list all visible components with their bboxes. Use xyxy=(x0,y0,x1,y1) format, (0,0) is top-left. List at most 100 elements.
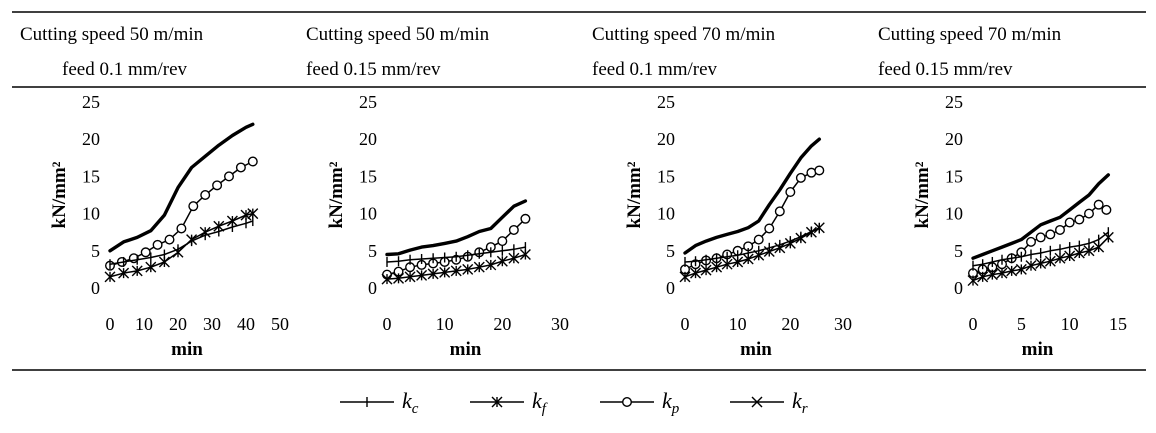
x-tick-label: 50 xyxy=(271,314,289,334)
y-axis-title: kN/mm² xyxy=(326,161,347,228)
data-point-kf xyxy=(145,261,157,273)
data-point-kf xyxy=(753,249,765,261)
panel-header-line2: feed 0.15 mm/rev xyxy=(306,59,441,80)
data-point-kf xyxy=(131,265,143,277)
panel-header-line2: feed 0.1 mm/rev xyxy=(62,59,188,80)
data-point-kp xyxy=(785,187,796,198)
data-point-kf xyxy=(118,267,130,279)
y-tick-label: 15 xyxy=(657,166,675,186)
data-point-kp xyxy=(1064,217,1075,228)
data-point-kp xyxy=(1045,229,1056,240)
panel-header-line2: feed 0.1 mm/rev xyxy=(592,59,718,80)
data-point-kp xyxy=(764,223,775,234)
data-point-kf xyxy=(1083,245,1095,257)
data-point-kf xyxy=(247,208,259,220)
data-point-kp xyxy=(223,171,234,182)
data-point-kp xyxy=(774,206,785,217)
y-tick-label: 20 xyxy=(945,129,963,149)
y-tick-label: 10 xyxy=(82,204,100,224)
x-tick-label: 0 xyxy=(383,314,392,334)
data-point-kf xyxy=(104,271,116,283)
series-line-kr xyxy=(385,199,528,257)
data-point-kf xyxy=(996,267,1008,279)
legend-item-kp: kp xyxy=(600,388,680,417)
data-point-kp xyxy=(520,213,531,224)
legend-label: kc xyxy=(402,388,419,417)
data-point-kp xyxy=(753,234,764,245)
x-axis-title: min xyxy=(171,339,203,360)
data-point-kf xyxy=(732,256,744,268)
x-tick-label: 15 xyxy=(1109,314,1127,334)
data-point-kp xyxy=(497,236,508,247)
data-point-kp xyxy=(1025,236,1036,247)
chart-panel-1: Cutting speed 50 m/min feed 0.1 mm/rev 0 5 1… xyxy=(20,24,289,360)
data-point-kf xyxy=(450,265,462,277)
series-line-kr xyxy=(683,137,821,255)
data-point-kf xyxy=(427,268,439,280)
data-point-kf xyxy=(381,273,393,285)
y-tick-label: 15 xyxy=(945,166,963,186)
y-tick-label: 15 xyxy=(359,166,377,186)
panel-header-line1: Cutting speed 50 m/min xyxy=(306,24,490,45)
panel-header-line2: feed 0.15 mm/rev xyxy=(878,59,1013,80)
data-point-kp xyxy=(247,156,258,167)
y-tick-label: 25 xyxy=(657,92,675,112)
data-point-kp xyxy=(235,162,246,173)
legend-label: kf xyxy=(532,388,548,417)
panel-header-line1: Cutting speed 70 m/min xyxy=(592,24,776,45)
y-tick-label: 0 xyxy=(368,278,377,298)
data-point-kf xyxy=(473,261,485,273)
x-tick-label: 20 xyxy=(169,314,187,334)
chart-panel-4: Cutting speed 70 m/min feed 0.15 mm/rev 0 5… xyxy=(878,24,1127,360)
data-point-kf xyxy=(1015,263,1027,275)
legend-item-kf: kf xyxy=(470,388,548,417)
data-point-kf xyxy=(199,226,211,238)
data-point-kf xyxy=(1054,252,1066,264)
y-tick-label: 0 xyxy=(954,278,963,298)
data-point-kp xyxy=(1083,208,1094,219)
data-point-kf xyxy=(967,275,979,287)
x-tick-label: 10 xyxy=(1061,314,1079,334)
x-tick-label: 10 xyxy=(135,314,153,334)
data-point-kf xyxy=(393,272,405,284)
x-tick-label: 5 xyxy=(1017,314,1026,334)
data-point-kp xyxy=(176,223,187,234)
data-point-kf xyxy=(1102,231,1114,243)
legend-marker xyxy=(622,397,633,408)
data-point-kf xyxy=(1035,257,1047,269)
y-tick-label: 10 xyxy=(359,204,377,224)
data-point-kf xyxy=(462,263,474,275)
x-tick-label: 20 xyxy=(493,314,511,334)
data-point-kf xyxy=(763,246,775,258)
panel-header-line1: Cutting speed 70 m/min xyxy=(878,24,1062,45)
series-line-kc xyxy=(684,227,821,263)
data-point-kp xyxy=(200,189,211,200)
data-point-kf xyxy=(813,222,825,234)
y-tick-label: 25 xyxy=(82,92,100,112)
data-point-kf xyxy=(721,258,733,270)
x-axis-title: min xyxy=(1022,339,1054,360)
data-point-kf xyxy=(172,246,184,258)
x-tick-label: 30 xyxy=(203,314,221,334)
data-point-kp xyxy=(188,201,199,212)
data-point-kf xyxy=(986,269,998,281)
legend-marker xyxy=(491,396,503,408)
data-point-kf xyxy=(784,237,796,249)
data-point-kf xyxy=(1044,255,1056,267)
data-point-kf xyxy=(485,259,497,271)
data-point-kf xyxy=(508,252,520,264)
legend-label: kr xyxy=(792,388,808,417)
data-point-kf xyxy=(496,255,508,267)
data-point-kp xyxy=(1101,204,1112,215)
y-axis-title: kN/mm² xyxy=(49,161,70,228)
series-line-kr xyxy=(971,173,1111,260)
data-point-kp xyxy=(795,172,806,183)
panel-header-line1: Cutting speed 50 m/min xyxy=(20,24,204,45)
data-point-kf xyxy=(240,209,252,221)
data-point-kp xyxy=(1054,224,1065,235)
data-point-kf xyxy=(158,256,170,268)
y-axis-title: kN/mm² xyxy=(624,161,645,228)
data-point-kp xyxy=(152,239,163,250)
x-tick-label: 0 xyxy=(681,314,690,334)
